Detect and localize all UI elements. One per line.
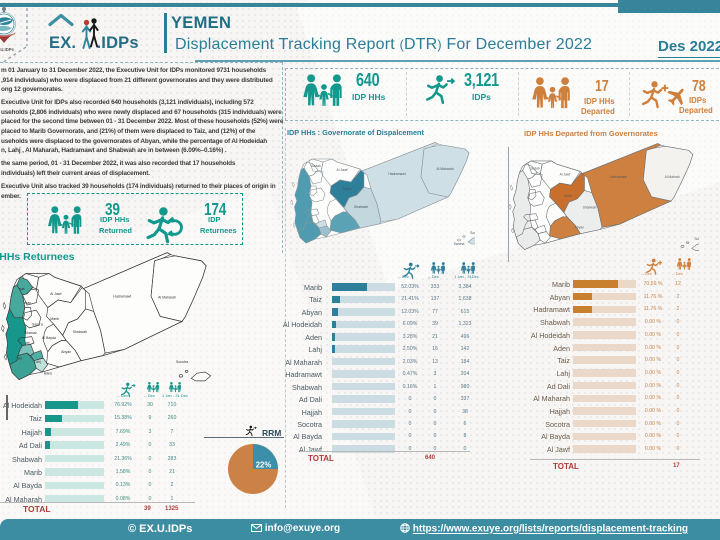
svg-text:Ex.U.IDPs: Ex.U.IDPs bbox=[0, 47, 15, 52]
svg-text:Al Jawf: Al Jawf bbox=[337, 168, 348, 172]
svg-text:Sana'a: Sana'a bbox=[32, 322, 44, 326]
svg-text:Hadramawt: Hadramawt bbox=[113, 294, 131, 298]
svg-text:Marib: Marib bbox=[343, 187, 352, 191]
svg-text:Dhamar: Dhamar bbox=[24, 331, 37, 335]
svg-text:Socotra: Socotra bbox=[470, 231, 475, 235]
svg-text:Taiz: Taiz bbox=[16, 356, 22, 360]
svg-text:Al Maharah: Al Maharah bbox=[158, 296, 176, 300]
svg-text:Lahj: Lahj bbox=[34, 360, 41, 364]
svg-text:22%: 22% bbox=[256, 461, 272, 470]
svg-text:Shabwah: Shabwah bbox=[73, 330, 88, 334]
svg-text:Socotra: Socotra bbox=[694, 237, 699, 241]
svg-text:Sadah: Sadah bbox=[311, 164, 321, 168]
svg-text:Al Bayda: Al Bayda bbox=[42, 336, 57, 340]
svg-text:Al Jawf: Al Jawf bbox=[50, 292, 62, 296]
svg-text:Socotra: Socotra bbox=[176, 360, 189, 364]
svg-text:Marib: Marib bbox=[50, 317, 59, 321]
svg-text:Shabwah: Shabwah bbox=[583, 205, 597, 209]
svg-text:Shabwah: Shabwah bbox=[354, 205, 368, 209]
svg-text:Sadah: Sadah bbox=[530, 166, 540, 170]
svg-text:Sa'ada: Sa'ada bbox=[14, 287, 26, 291]
svg-text:EX.: EX. bbox=[49, 34, 76, 52]
svg-text:Hadramawt: Hadramawt bbox=[610, 175, 627, 179]
svg-text:Al Mahrah: Al Mahrah bbox=[665, 175, 680, 179]
svg-text:Abyan: Abyan bbox=[575, 225, 584, 229]
svg-text:.IDPs: .IDPs bbox=[97, 34, 139, 52]
svg-text:Ibb: Ibb bbox=[25, 341, 30, 345]
svg-text:Amran: Amran bbox=[21, 301, 31, 305]
svg-text:Abyan: Abyan bbox=[61, 350, 71, 354]
svg-text:Hadramawt: Hadramawt bbox=[388, 172, 405, 176]
svg-text:Samha: Samha bbox=[454, 242, 465, 246]
svg-text:Marib: Marib bbox=[564, 194, 572, 198]
svg-text:Al Maharah: Al Maharah bbox=[436, 167, 453, 171]
svg-text:Al Jawf: Al Jawf bbox=[560, 173, 571, 177]
svg-text:Aden: Aden bbox=[44, 371, 52, 375]
